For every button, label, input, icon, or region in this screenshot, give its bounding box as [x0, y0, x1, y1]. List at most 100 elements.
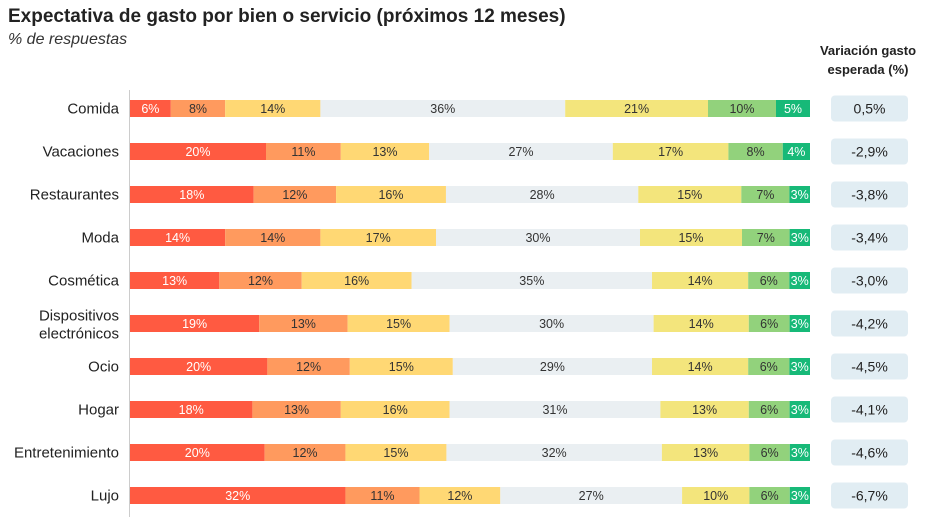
- bar-segment-ocio-6: [748, 358, 790, 375]
- segment-label-dispositivos-electronicos-6: 6%: [760, 317, 778, 331]
- variation-value-restaurantes: -3,8%: [851, 187, 888, 203]
- segment-label-moda-5: 15%: [678, 231, 703, 245]
- segment-label-cosmetica-2: 12%: [248, 274, 273, 288]
- segment-label-comida-5: 21%: [624, 102, 649, 116]
- segment-label-entretenimiento-2: 12%: [293, 446, 318, 460]
- bar-segment-vacaciones-7: [782, 143, 810, 160]
- category-label-moda: Moda: [81, 230, 119, 247]
- segment-label-comida-4: 36%: [430, 102, 455, 116]
- bar-segment-ocio-7: [789, 358, 810, 375]
- category-label-cosmetica: Cosmética: [48, 273, 120, 290]
- segment-label-moda-6: 7%: [757, 231, 775, 245]
- bar-segment-vacaciones-3: [340, 143, 430, 160]
- bar-segment-dispositivos-electronicos-4: [449, 315, 654, 332]
- bar-segment-lujo-5: [682, 487, 750, 504]
- variation-badge-lujo: [831, 482, 908, 509]
- bar-segment-lujo-3: [419, 487, 501, 504]
- bar-segment-vacaciones-2: [266, 143, 341, 160]
- segment-label-cosmetica-5: 14%: [688, 274, 713, 288]
- chart-title: Expectativa de gasto por bien o servicio…: [8, 6, 566, 27]
- segment-label-dispositivos-electronicos-4: 30%: [539, 317, 564, 331]
- segment-label-ocio-6: 6%: [760, 360, 778, 374]
- segment-label-ocio-3: 15%: [389, 360, 414, 374]
- variation-value-dispositivos-electronicos: -4,2%: [851, 316, 888, 332]
- category-label-entretenimiento: Entretenimiento: [14, 445, 119, 462]
- bar-segment-restaurantes-3: [336, 186, 446, 203]
- bar-segment-entretenimiento-4: [446, 444, 662, 461]
- segment-label-vacaciones-7: 4%: [787, 145, 805, 159]
- bar-segment-entretenimiento-3: [345, 444, 447, 461]
- bar-segment-hogar-7: [789, 401, 810, 418]
- segment-label-entretenimiento-5: 13%: [693, 446, 718, 460]
- bar-segment-hogar-3: [340, 401, 450, 418]
- segment-label-restaurantes-3: 16%: [378, 188, 403, 202]
- bar-segment-entretenimiento-2: [264, 444, 346, 461]
- bar-segment-lujo-1: [130, 487, 346, 504]
- segment-label-entretenimiento-6: 6%: [761, 446, 779, 460]
- bar-segment-entretenimiento-7: [789, 444, 810, 461]
- bar-segment-cosmetica-7: [789, 272, 810, 289]
- variation-value-ocio: -4,5%: [851, 359, 888, 375]
- segment-label-entretenimiento-4: 32%: [542, 446, 567, 460]
- bar-segment-ocio-2: [267, 358, 350, 375]
- category-label-vacaciones: Vacaciones: [43, 144, 119, 161]
- bar-segment-restaurantes-6: [741, 186, 790, 203]
- bar-segment-dispositivos-electronicos-6: [748, 315, 790, 332]
- bar-segment-restaurantes-1: [130, 186, 254, 203]
- bar-segment-dispositivos-electronicos-2: [259, 315, 348, 332]
- variation-badge-hogar: [831, 396, 908, 423]
- segment-label-lujo-4: 27%: [579, 489, 604, 503]
- bar-segment-entretenimiento-6: [749, 444, 790, 461]
- bar-segment-lujo-6: [749, 487, 790, 504]
- variation-badge-cosmetica: [831, 267, 908, 294]
- category-label-lujo: Lujo: [91, 488, 119, 505]
- bar-segment-vacaciones-1: [130, 143, 266, 160]
- segment-label-ocio-2: 12%: [296, 360, 321, 374]
- bar-segment-comida-6: [708, 100, 776, 117]
- bar-segment-dispositivos-electronicos-7: [789, 315, 810, 332]
- segment-label-hogar-7: 3%: [791, 403, 809, 417]
- bar-segment-cosmetica-1: [130, 272, 220, 289]
- bar-segment-restaurantes-5: [638, 186, 742, 203]
- bar-segment-lujo-7: [789, 487, 810, 504]
- bar-segment-moda-4: [436, 229, 640, 246]
- segment-label-moda-4: 30%: [525, 231, 550, 245]
- segment-label-lujo-1: 32%: [225, 489, 250, 503]
- bar-segment-comida-4: [320, 100, 566, 117]
- segment-label-comida-6: 10%: [729, 102, 754, 116]
- segment-label-vacaciones-2: 11%: [291, 145, 315, 159]
- bar-segment-cosmetica-5: [652, 272, 749, 289]
- segment-label-lujo-6: 6%: [761, 489, 779, 503]
- segment-label-restaurantes-2: 12%: [282, 188, 307, 202]
- bar-segment-hogar-5: [660, 401, 749, 418]
- bar-segment-hogar-6: [748, 401, 790, 418]
- segment-label-ocio-1: 20%: [186, 360, 211, 374]
- bar-segment-dispositivos-electronicos-1: [130, 315, 260, 332]
- segment-label-comida-3: 14%: [260, 102, 285, 116]
- segment-label-moda-1: 14%: [165, 231, 190, 245]
- bar-segment-comida-1: [130, 100, 171, 117]
- bar-segment-vacaciones-4: [429, 143, 613, 160]
- category-label-restaurantes: Restaurantes: [30, 187, 119, 204]
- segment-label-hogar-6: 6%: [760, 403, 778, 417]
- bar-segment-moda-2: [225, 229, 321, 246]
- segment-label-hogar-3: 16%: [383, 403, 408, 417]
- segment-label-cosmetica-7: 3%: [791, 274, 809, 288]
- variation-badge-ocio: [831, 353, 908, 380]
- segment-label-vacaciones-5: 17%: [658, 145, 683, 159]
- segment-label-entretenimiento-7: 3%: [791, 446, 809, 460]
- segment-label-hogar-4: 31%: [542, 403, 567, 417]
- variation-value-cosmetica: -3,0%: [851, 273, 888, 289]
- segment-label-entretenimiento-1: 20%: [185, 446, 210, 460]
- bar-segment-entretenimiento-1: [130, 444, 265, 461]
- variation-value-hogar: -4,1%: [851, 402, 888, 418]
- segment-label-ocio-4: 29%: [540, 360, 565, 374]
- bar-segment-ocio-5: [652, 358, 749, 375]
- variation-badge-dispositivos-electronicos: [831, 310, 908, 337]
- segment-label-lujo-2: 11%: [370, 489, 394, 503]
- category-label-comida: Comida: [67, 101, 119, 118]
- segment-label-comida-2: 8%: [189, 102, 207, 116]
- variation-value-moda: -3,4%: [851, 230, 888, 246]
- variation-value-vacaciones: -2,9%: [851, 144, 888, 160]
- segment-label-moda-3: 17%: [366, 231, 391, 245]
